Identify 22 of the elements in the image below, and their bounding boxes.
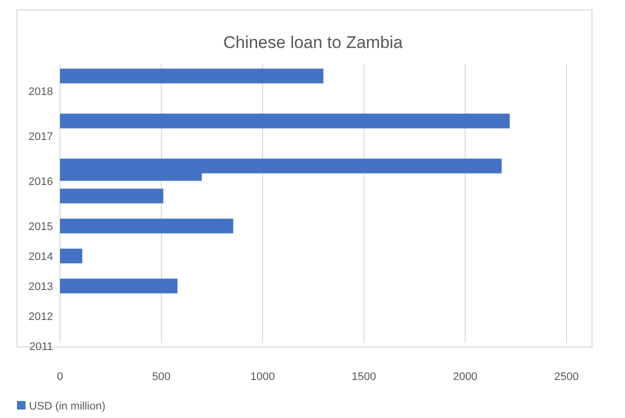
x-tick-label: 500	[152, 370, 170, 383]
y-tick-label: 2015	[28, 220, 53, 233]
x-tick-label: 1000	[250, 370, 275, 383]
bar	[60, 218, 234, 234]
y-tick-label: 2014	[28, 250, 53, 263]
y-tick-label: 2017	[28, 130, 53, 143]
x-tick-label: 0	[56, 370, 64, 383]
bar	[60, 68, 324, 84]
bar	[60, 114, 510, 128]
y-tick-label: 2013	[28, 280, 53, 293]
chart-title: Chinese loan to Zambia	[223, 32, 404, 52]
x-tick-label: 1500	[352, 370, 376, 383]
bar	[60, 278, 178, 294]
y-tick-label: 2016	[28, 176, 53, 188]
x-tick-label: 2000	[452, 370, 478, 383]
y-tick-label: 2011	[29, 340, 53, 353]
y-tick-label: 2018	[28, 86, 53, 98]
legend-label: USD (in million)	[29, 400, 106, 412]
y-tick-label: 2012	[28, 310, 53, 323]
x-tick-label: 2500	[554, 370, 579, 383]
bar	[60, 188, 164, 204]
bar	[60, 248, 82, 264]
